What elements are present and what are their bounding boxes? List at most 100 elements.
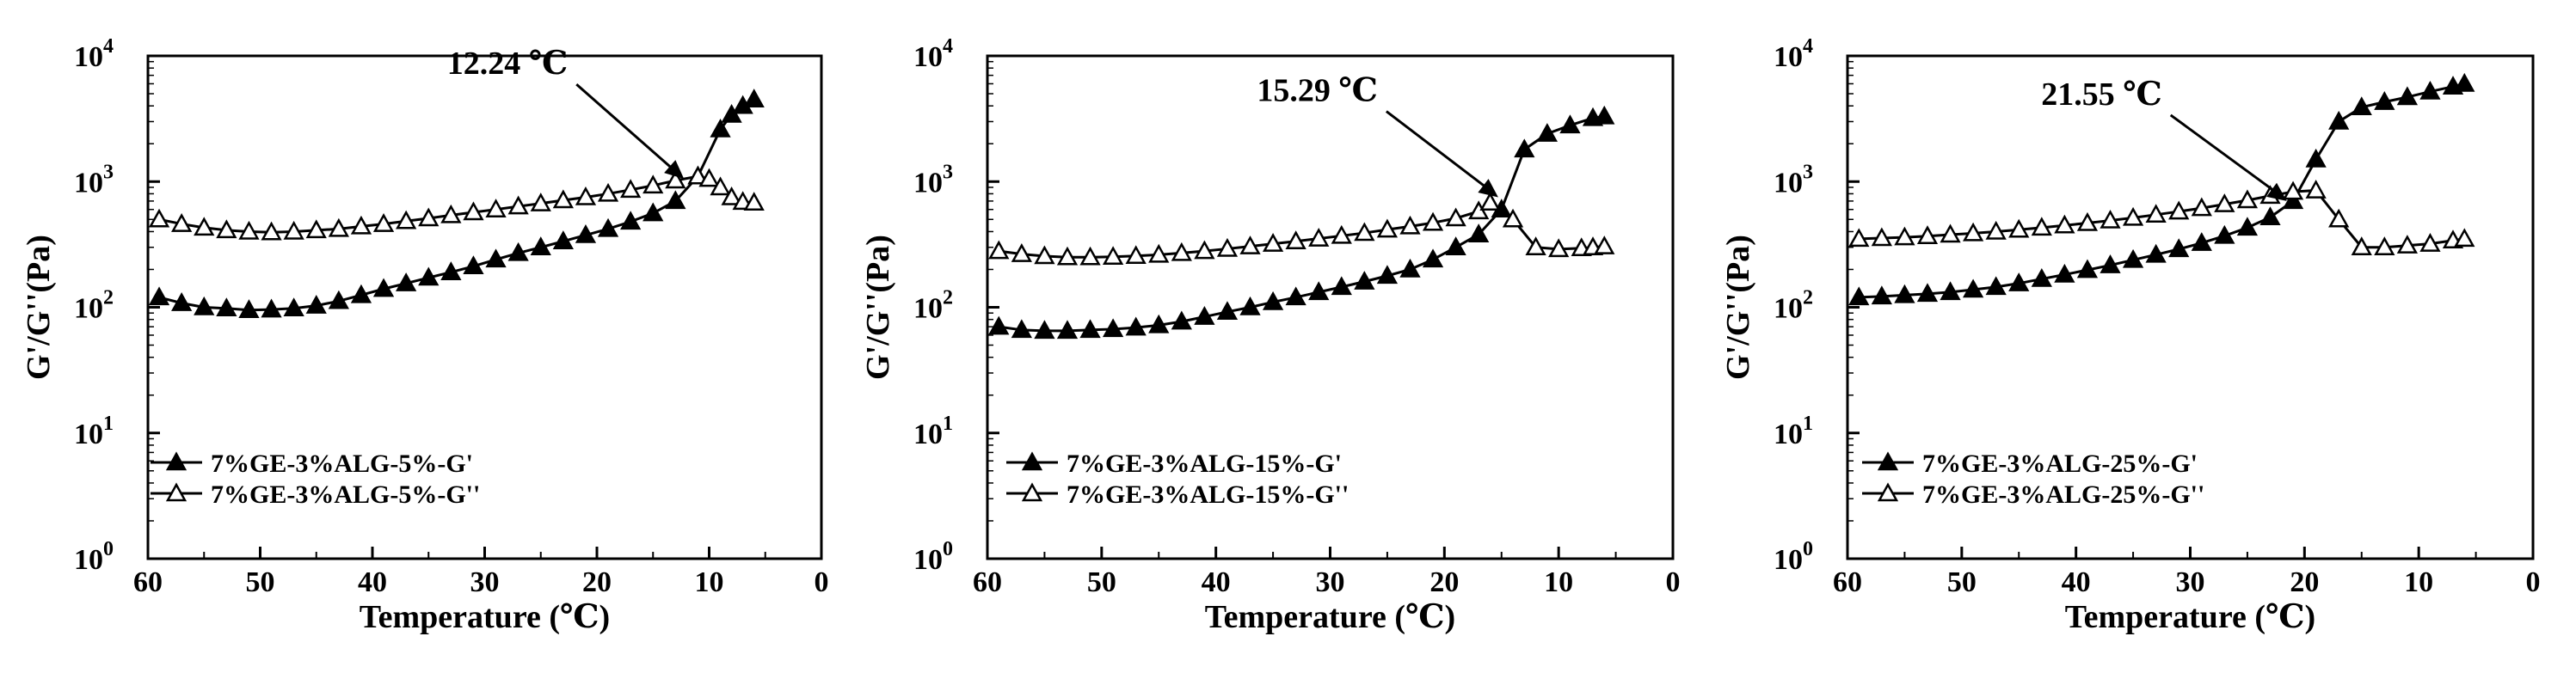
y-tick-label: 104 (1774, 35, 1813, 73)
data-point-g-double-prime (418, 207, 440, 227)
x-tick-label: 40 (358, 566, 387, 598)
data-point-g-prime (575, 223, 597, 243)
data-point-g-double-prime (1894, 226, 1915, 246)
data-point-g-double-prime (283, 220, 304, 240)
x-tick-label: 20 (2290, 566, 2319, 598)
data-point-g-double-prime (1871, 227, 1892, 247)
x-tick-label: 60 (133, 566, 163, 598)
x-tick-label: 10 (1544, 566, 1573, 598)
data-point-g-prime (1848, 286, 1870, 306)
annotation-arrow-shaft (2169, 113, 2281, 197)
data-point-g-double-prime (440, 204, 462, 223)
data-point-g-prime (988, 315, 1010, 335)
data-point-g-double-prime (698, 168, 720, 187)
data-point-g-double-prime (2328, 208, 2350, 228)
data-point-g-double-prime (238, 220, 260, 240)
data-point-g-double-prime (2351, 236, 2372, 255)
data-point-g-double-prime (1594, 236, 1615, 254)
data-point-g-prime (1011, 319, 1032, 339)
x-tick-label: 20 (582, 566, 612, 598)
x-axis-title: Temperature (℃) (1205, 599, 1455, 635)
data-point-g-prime (2328, 110, 2350, 130)
data-point-g-prime (1056, 320, 1079, 340)
data-point-g-double-prime (194, 217, 215, 236)
y-tick-label: 101 (913, 413, 953, 450)
data-point-g-prime (305, 295, 327, 314)
y-tick-label: 101 (74, 413, 114, 450)
y-axis-title: G'/G''(Pa) (21, 235, 57, 380)
y-tick-label: 102 (74, 287, 114, 325)
annotation-arrow-head (2266, 182, 2287, 201)
data-point-g-double-prime (216, 219, 237, 239)
data-point-g-double-prime (1308, 227, 1330, 247)
data-point-g-double-prime (710, 176, 731, 196)
data-point-g-prime (2374, 91, 2395, 110)
legend-marker (165, 451, 188, 471)
x-tick-label: 40 (1202, 566, 1231, 598)
data-point-g-double-prime (2054, 214, 2075, 234)
legend-label: 7%GE-3%ALG-5%-G' (211, 450, 473, 478)
data-point-g-prime (1399, 258, 1421, 278)
y-tick-label: 100 (74, 538, 114, 576)
data-point-g-double-prime (2122, 206, 2144, 226)
x-tick-label: 30 (470, 566, 500, 598)
data-point-g-prime (261, 298, 282, 318)
data-point-g-prime (1194, 306, 1215, 325)
data-point-g-prime (1262, 291, 1284, 310)
x-tick-label: 50 (1947, 566, 1977, 598)
data-point-g-prime (1148, 314, 1170, 333)
data-point-g-prime (350, 284, 372, 303)
data-point-g-prime (1871, 285, 1892, 305)
data-point-g-prime (2191, 232, 2212, 251)
data-point-g-double-prime (1262, 233, 1284, 252)
x-tick-label: 0 (2526, 566, 2541, 598)
data-point-g-double-prime (171, 212, 193, 232)
data-point-g-prime (1285, 286, 1306, 306)
data-point-g-prime (418, 266, 440, 286)
data-point-g-prime (530, 236, 551, 255)
data-point-g-double-prime (1940, 223, 1961, 243)
annotation-arrow-shaft (575, 83, 679, 174)
y-axis-title: G'/G''(Pa) (1720, 235, 1756, 380)
legend-marker (1021, 451, 1043, 471)
data-point-g-double-prime (1331, 224, 1352, 244)
data-point-g-double-prime (2454, 228, 2475, 248)
data-point-g-double-prime (1354, 222, 1375, 242)
data-point-g-prime (642, 202, 664, 222)
x-tick-label: 40 (2062, 566, 2091, 598)
data-point-g-prime (2076, 259, 2099, 278)
data-point-g-double-prime (2168, 200, 2190, 220)
data-point-g-prime (148, 286, 170, 306)
data-point-g-prime (2236, 217, 2259, 236)
y-tick-label: 103 (1774, 161, 1813, 199)
chart-panel-5pct: 60 50 40 30 20 10 0100101102103104Temperature … (21, 35, 829, 635)
data-point-g-double-prime (1011, 243, 1032, 262)
x-tick-label: 0 (1666, 566, 1681, 598)
y-tick-label: 104 (74, 35, 114, 73)
x-tick-label: 60 (973, 566, 1002, 598)
data-point-g-prime (2214, 224, 2235, 244)
x-tick-label: 30 (1316, 566, 1345, 598)
data-point-g-prime (1468, 223, 1490, 242)
data-point-g-double-prime (1079, 246, 1101, 266)
data-point-g-prime (1594, 105, 1615, 125)
data-point-g-double-prime (743, 192, 765, 211)
legend-marker (1021, 482, 1043, 502)
data-point-g-prime (1445, 236, 1466, 255)
data-point-g-prime (2305, 148, 2327, 168)
data-point-g-double-prime (2396, 235, 2419, 254)
y-tick-label: 104 (913, 35, 953, 73)
data-point-g-double-prime (328, 217, 349, 237)
legend-label: 7%GE-3%ALG-15%-G' (1067, 450, 1342, 478)
data-point-g-prime (2282, 190, 2304, 210)
x-tick-label: 50 (1087, 566, 1116, 598)
data-point-g-double-prime (575, 186, 597, 205)
data-point-g-prime (1916, 283, 1939, 303)
x-tick-label: 10 (2404, 566, 2433, 598)
data-point-g-double-prime (1216, 237, 1239, 257)
data-point-g-prime (463, 255, 484, 275)
data-point-g-prime (507, 242, 529, 261)
series-line-g-prime (999, 114, 1605, 333)
data-point-g-prime (1559, 114, 1581, 134)
